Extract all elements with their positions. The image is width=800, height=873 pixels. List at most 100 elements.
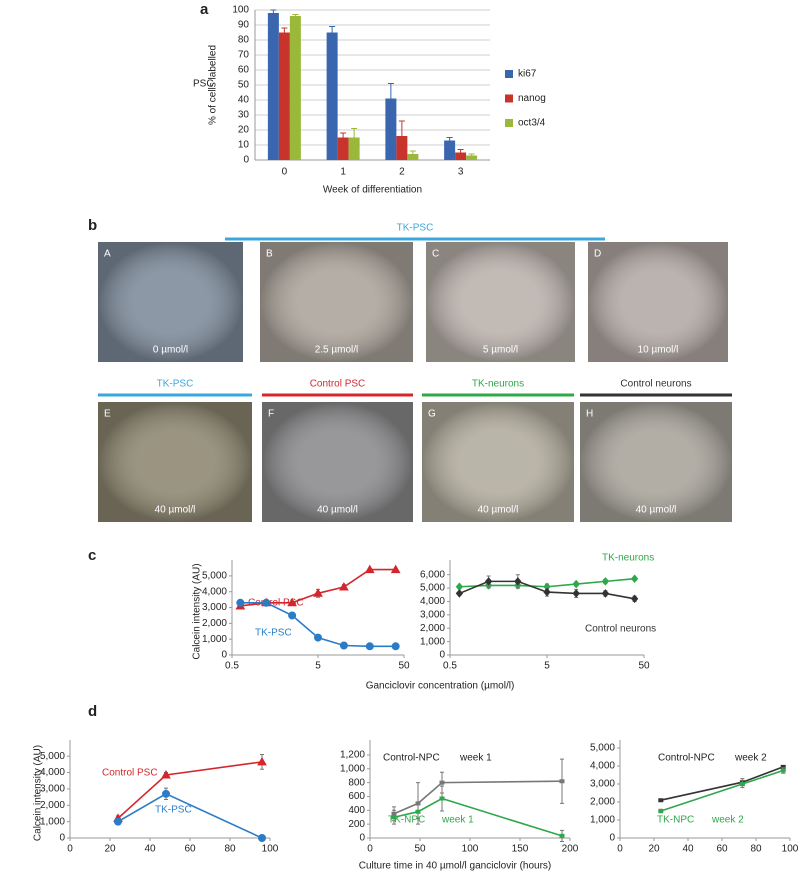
x-tick-label: 0.5 (225, 661, 239, 672)
series-label: Control PSC (102, 768, 158, 779)
marker (514, 577, 522, 586)
x-tick-label: 5 (544, 661, 550, 672)
marker (287, 597, 297, 607)
y-tick-label: 0 (243, 155, 249, 166)
series-line (393, 797, 563, 837)
error-bar (351, 128, 358, 138)
micrograph-shade (98, 402, 252, 522)
y-tick-label: 10 (238, 140, 250, 151)
marker (288, 611, 297, 620)
y-tick-label: 0 (439, 650, 445, 661)
y-tick-label: 3,000 (420, 609, 445, 620)
y-tick-label: 4,000 (202, 586, 227, 597)
x-tick-label: 1 (340, 167, 346, 178)
marker (630, 574, 639, 583)
bar (407, 154, 419, 160)
error-bar (398, 120, 405, 136)
error-bar (446, 137, 453, 141)
marker (658, 798, 664, 803)
bar (289, 16, 301, 160)
series-label: TK-PSC (255, 628, 292, 639)
marker (601, 589, 610, 598)
marker (572, 589, 580, 598)
series-note: week 1 (459, 753, 492, 764)
y-tick-label: 0 (359, 833, 365, 844)
marker (415, 809, 421, 814)
error-bar (457, 149, 464, 153)
x-tick-label: 50 (398, 661, 410, 672)
y-tick-label: 4,000 (420, 596, 445, 607)
panel-label: b (88, 217, 97, 234)
series-label: TK-NPC (388, 815, 425, 826)
group-label: Control neurons (620, 379, 691, 390)
y-tick-label: 2,000 (590, 797, 615, 808)
series-line (660, 766, 784, 801)
micrograph-label: 40 µmol/l (478, 505, 519, 516)
error-bar (281, 27, 288, 33)
marker (236, 598, 245, 607)
x-tick-label: 2 (399, 167, 405, 178)
micrograph-letter: A (104, 249, 111, 260)
marker (572, 579, 580, 589)
bar (267, 13, 279, 160)
y-tick-label: 0 (221, 650, 227, 661)
group-label: Control PSC (310, 379, 366, 390)
x-tick-label: 0 (282, 167, 288, 178)
marker (313, 588, 323, 597)
series-line (660, 769, 784, 812)
y-tick-label: 200 (348, 819, 365, 830)
series-label: TK-PSC (155, 805, 192, 816)
series-note: week 2 (734, 753, 767, 764)
x-tick-label: 0 (367, 844, 373, 855)
group-label: TK-neurons (472, 379, 524, 390)
error-bar (409, 150, 416, 154)
marker (455, 589, 464, 598)
series-label: Control-NPC (383, 753, 440, 764)
y-tick-label: 3,000 (40, 784, 65, 795)
x-axis-label: Culture time in 40 µmol/l ganciclovir (h… (359, 861, 552, 872)
group-label: TK-PSC (397, 223, 434, 234)
micrograph-shade (260, 242, 413, 362)
y-tick-label: 1,000 (202, 634, 227, 645)
y-tick-label: 100 (232, 5, 249, 16)
marker (484, 577, 493, 586)
series-note: week 1 (441, 815, 474, 826)
series-label: Control neurons (585, 624, 656, 635)
series-label: Control-NPC (658, 753, 715, 764)
x-tick-label: 20 (104, 844, 116, 855)
marker (439, 796, 445, 801)
series-note: week 2 (711, 815, 744, 826)
micrograph-letter: E (104, 409, 111, 420)
micrograph-label: 40 µmol/l (317, 505, 358, 516)
x-tick-label: 100 (262, 844, 279, 855)
y-tick-label: 2,000 (420, 623, 445, 634)
marker (113, 817, 123, 826)
micrograph-label: 5 µmol/l (483, 345, 518, 356)
bar (348, 137, 360, 160)
y-tick-label: 400 (348, 805, 365, 816)
x-tick-label: 40 (144, 844, 156, 855)
micrograph-label: 10 µmol/l (638, 345, 679, 356)
legend-swatch (505, 119, 513, 127)
x-axis-label: Ganciclovir concentration (µmol/l) (366, 681, 515, 692)
marker (559, 833, 565, 838)
marker (543, 587, 551, 597)
marker (257, 756, 267, 766)
marker (390, 564, 401, 574)
marker (658, 809, 664, 813)
y-tick-label: 5,000 (590, 743, 615, 754)
y-tick-label: 90 (238, 20, 250, 31)
y-tick-label: 30 (238, 110, 250, 121)
x-tick-label: 20 (648, 844, 660, 855)
error-bar (468, 153, 475, 156)
bar (337, 137, 349, 160)
micrograph-label: 40 µmol/l (155, 505, 196, 516)
panel-label: c (88, 547, 96, 564)
y-tick-label: 4,000 (40, 767, 65, 778)
y-tick-label: 5,000 (40, 751, 65, 762)
x-tick-label: 5 (315, 661, 321, 672)
marker (365, 642, 374, 651)
marker (339, 641, 348, 650)
error-bar (270, 9, 277, 13)
micrograph-letter: D (594, 249, 601, 260)
